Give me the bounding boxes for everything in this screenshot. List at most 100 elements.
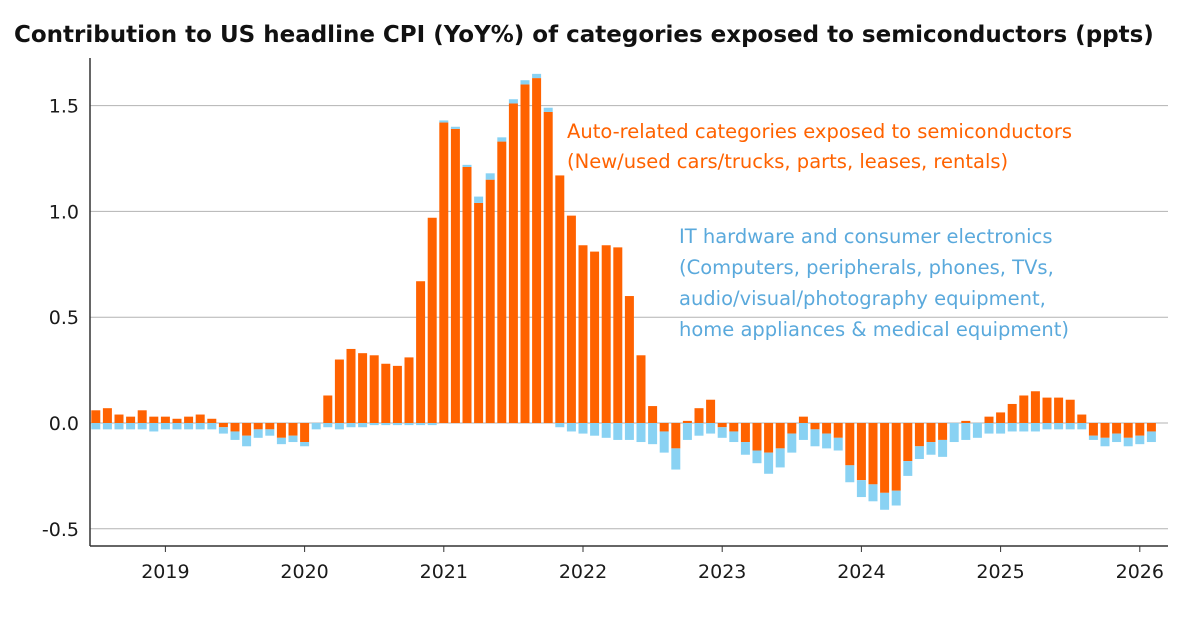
bar-auto-related	[659, 423, 669, 432]
bar-auto-related	[276, 423, 286, 438]
bar-it-electronics	[624, 423, 634, 440]
bar-auto-related	[172, 418, 182, 423]
bar-auto-related	[996, 412, 1006, 423]
bar-it-electronics	[601, 423, 611, 438]
bar-auto-related	[253, 423, 263, 430]
bar-it-electronics	[91, 423, 101, 430]
bar-it-electronics	[497, 137, 507, 142]
bar-it-electronics	[671, 448, 681, 470]
bar-auto-related	[938, 423, 948, 440]
bar-auto-related	[601, 245, 611, 423]
bar-it-electronics	[242, 435, 252, 447]
bar-auto-related	[1112, 423, 1122, 434]
bar-auto-related	[184, 416, 194, 423]
bar-it-electronics	[381, 423, 391, 426]
bar-it-electronics	[1054, 423, 1064, 430]
bar-auto-related	[1146, 423, 1156, 432]
bar-auto-related	[1123, 423, 1133, 438]
bar-auto-related	[334, 359, 344, 423]
bar-it-electronics	[474, 196, 484, 203]
bar-auto-related	[91, 410, 101, 423]
x-tick-label: 2020	[280, 561, 328, 583]
bar-auto-related	[358, 353, 368, 423]
bar-auto-related	[416, 281, 426, 423]
bar-it-electronics	[659, 431, 669, 453]
bar-auto-related	[543, 111, 553, 423]
bar-it-electronics	[868, 484, 878, 502]
x-tick-label: 2021	[420, 561, 468, 583]
bar-auto-related	[740, 423, 750, 443]
bar-it-electronics	[137, 423, 147, 430]
y-tick-labels: 1.5 1.0 0.5 0.0 -0.5	[42, 96, 79, 541]
bar-auto-related	[671, 423, 681, 449]
bar-it-electronics	[764, 452, 774, 474]
bar-auto-related	[578, 245, 588, 423]
bar-it-electronics	[427, 423, 437, 426]
bar-auto-related	[160, 416, 170, 423]
bar-it-electronics	[114, 423, 124, 430]
bar-auto-related	[300, 423, 310, 443]
annotation-it-electronics: home appliances & medical equipment)	[679, 318, 1069, 341]
bar-it-electronics	[822, 433, 832, 449]
bar-auto-related	[590, 251, 600, 423]
bar-auto-related	[1088, 423, 1098, 436]
bar-auto-related	[497, 141, 507, 423]
bar-it-electronics	[404, 423, 414, 426]
bars	[91, 73, 1156, 510]
x-tick-label: 2022	[559, 561, 607, 583]
y-tick-label: 0.0	[49, 413, 79, 435]
annotation-it-electronics: (Computers, peripherals, phones, TVs,	[679, 256, 1054, 279]
bar-auto-related	[833, 423, 843, 438]
bar-auto-related	[149, 416, 159, 423]
bar-auto-related	[810, 423, 820, 430]
bar-it-electronics	[949, 423, 959, 443]
bar-it-electronics	[485, 173, 495, 180]
bar-auto-related	[1077, 414, 1087, 423]
y-tick-label: 1.5	[49, 96, 79, 118]
y-tick-label: 1.0	[49, 201, 79, 223]
bar-auto-related	[508, 103, 518, 423]
bar-it-electronics	[207, 423, 217, 430]
bar-it-electronics	[346, 423, 356, 428]
bar-it-electronics	[729, 431, 739, 443]
bar-auto-related	[1007, 403, 1017, 423]
annotations: Auto-related categories exposed to semic…	[567, 120, 1072, 341]
bar-it-electronics	[439, 120, 449, 123]
bar-it-electronics	[323, 423, 333, 428]
bar-auto-related	[126, 416, 136, 423]
bar-auto-related	[1135, 423, 1145, 436]
bar-auto-related	[961, 420, 971, 423]
bar-auto-related	[822, 423, 832, 434]
bar-it-electronics	[276, 437, 286, 445]
bar-auto-related	[462, 166, 472, 423]
bar-auto-related	[868, 423, 878, 485]
bar-auto-related	[903, 423, 913, 462]
bar-it-electronics	[1100, 437, 1110, 447]
bar-auto-related	[137, 410, 147, 423]
bar-auto-related	[926, 423, 936, 443]
bar-auto-related	[880, 423, 890, 493]
bar-it-electronics	[392, 423, 402, 426]
bar-auto-related	[450, 128, 460, 423]
bar-it-electronics	[149, 423, 159, 432]
bar-it-electronics	[369, 423, 379, 426]
y-tick-label: 0.5	[49, 307, 79, 329]
axes	[89, 58, 1168, 552]
bar-it-electronics	[938, 439, 948, 457]
annotation-auto-related: Auto-related categories exposed to semic…	[567, 120, 1072, 143]
bar-it-electronics	[195, 423, 205, 430]
bar-auto-related	[706, 399, 716, 423]
x-tick-label: 2026	[1116, 561, 1164, 583]
bar-it-electronics	[462, 164, 472, 167]
bar-auto-related	[752, 423, 762, 451]
bar-it-electronics	[1112, 433, 1122, 443]
x-tick-labels: 2019 2020 2021 2022 2023 2024 2025 2026	[141, 561, 1164, 583]
bar-it-electronics	[1065, 423, 1075, 430]
bar-auto-related	[346, 348, 356, 423]
bar-auto-related	[914, 423, 924, 447]
bar-it-electronics	[682, 423, 692, 440]
bar-it-electronics	[636, 423, 646, 443]
bar-auto-related	[613, 247, 623, 423]
bar-it-electronics	[532, 73, 542, 79]
